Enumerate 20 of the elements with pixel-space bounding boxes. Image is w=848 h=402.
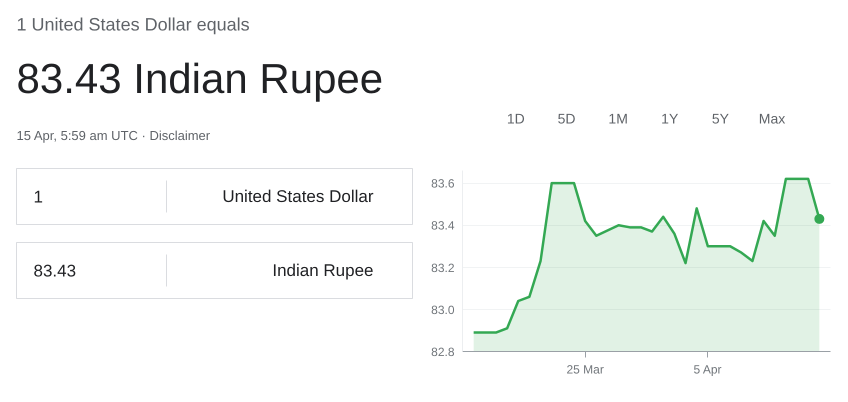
x-tick-label: 5 Apr	[693, 362, 722, 376]
y-tick-label: 83.2	[431, 260, 455, 275]
text: 83.43	[34, 262, 76, 280]
text: 1Y	[661, 110, 679, 126]
y-tick-label: 82.8	[431, 345, 455, 359]
text: Max	[758, 110, 786, 126]
y-tick-label: 83.0	[431, 302, 455, 317]
text: 1 United States Dollar equals	[16, 14, 250, 34]
text: 1	[34, 188, 43, 206]
text: 5D	[558, 110, 576, 126]
text: 1D	[506, 110, 525, 126]
text: Indian Rupee	[272, 261, 374, 280]
chart-title: 83.43 Indian Rupee	[16, 55, 384, 102]
y-tick-label: 83.4	[431, 218, 455, 233]
text: 1M	[608, 110, 628, 126]
x-tick-label: 25 Mar	[566, 362, 604, 376]
text: United States Dollar	[222, 187, 374, 206]
y-tick-label: 83.6	[431, 176, 455, 191]
text: 15 Apr, 5:59 am UTC · Disclaimer	[16, 128, 211, 143]
text: 5Y	[712, 110, 730, 126]
